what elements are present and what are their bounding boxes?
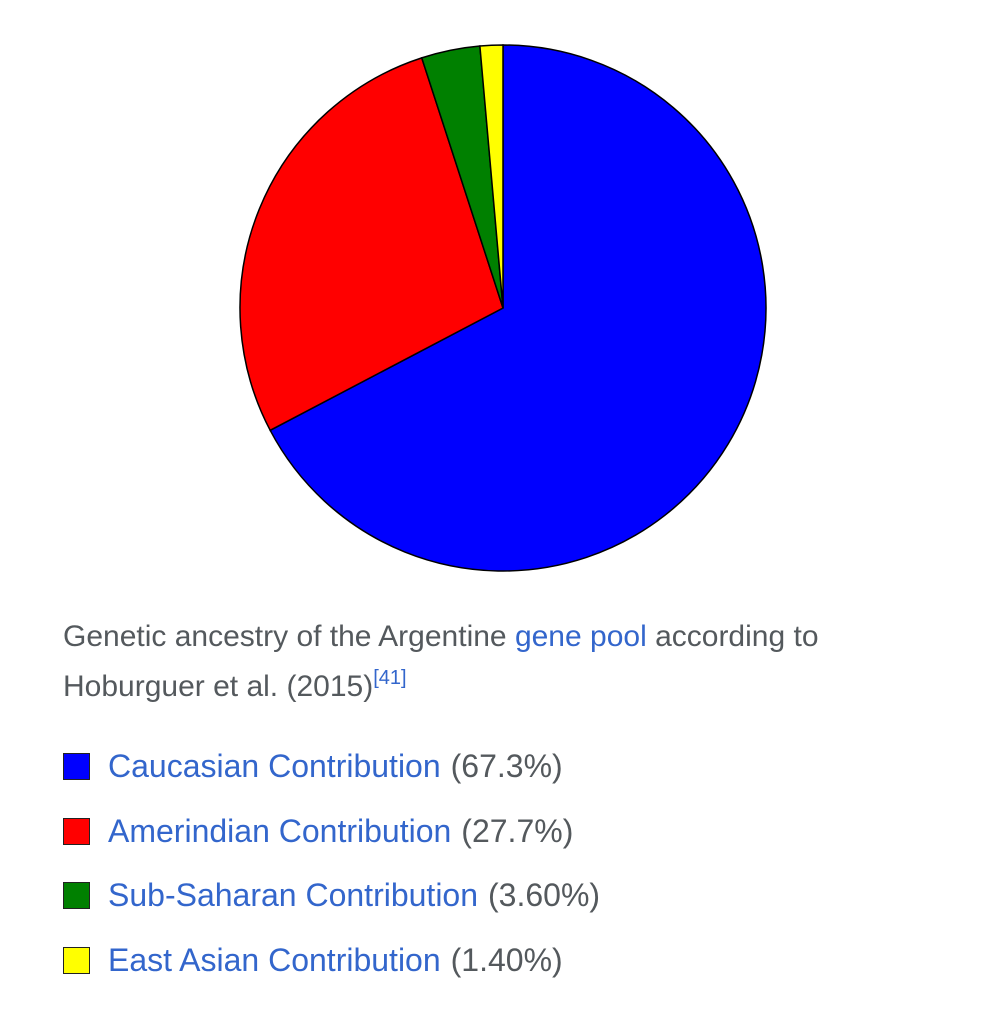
legend-swatch [63, 882, 90, 909]
legend-item: East Asian Contribution (1.40%) [63, 936, 600, 1001]
pie-slice [239, 56, 504, 432]
legend-item: Amerindian Contribution (27.7%) [63, 807, 600, 872]
pie-slice [269, 44, 767, 572]
caption-link[interactable]: gene pool [514, 620, 647, 653]
caption-text: according to Hoburguer et al. (2015) [63, 620, 819, 703]
legend-label[interactable]: Sub-Saharan Contribution [108, 877, 479, 913]
caption-text: Genetic ancestry of the Argentine [63, 620, 515, 653]
legend-value: (3.60%) [488, 877, 601, 913]
legend-label[interactable]: East Asian Contribution [108, 941, 441, 978]
legend-swatch [63, 817, 90, 845]
pie-chart [239, 44, 767, 572]
legend-label[interactable]: Amerindian Contribution [108, 812, 452, 849]
legend-value: (27.7%) [461, 812, 574, 849]
citation[interactable]: [41] [373, 667, 407, 689]
legend-swatch [63, 946, 90, 974]
pie-slice [479, 44, 504, 309]
legend-item: Sub-Saharan Contribution (3.60%) [63, 871, 600, 936]
legend-label[interactable]: Caucasian Contribution [108, 748, 441, 784]
legend-value: (1.40%) [450, 941, 563, 978]
legend-item: Caucasian Contribution (67.3%) [63, 742, 600, 807]
legend-swatch [63, 753, 90, 780]
caption: Genetic ancestry of the Argentine gene p… [63, 612, 893, 712]
legend-value: (67.3%) [450, 748, 563, 784]
legend: Caucasian Contribution (67.3%) Amerindian … [63, 742, 600, 1000]
